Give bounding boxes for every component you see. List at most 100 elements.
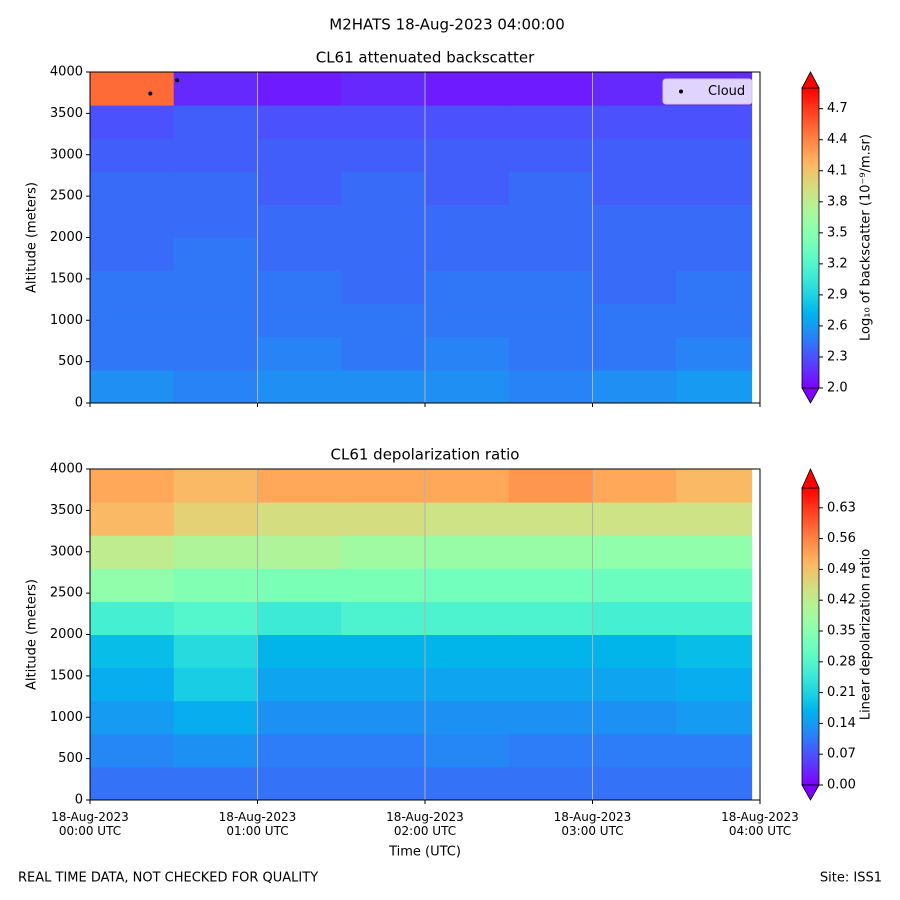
heat-cell [90,138,175,172]
heat-cell [676,237,753,272]
heat-cell [508,634,593,669]
x-axis-label: Time (UTC) [388,845,461,860]
colorbar-label: Log₁₀ of backscatter (10⁻⁹/m.sr) [859,134,874,341]
x-tick-label: 18-Aug-2023 01:00 UTC [218,810,297,838]
heat-cell [341,601,426,635]
colorbar [802,88,819,388]
legend-label: Cloud [708,84,745,99]
cloud-point [175,78,180,83]
y-tick-label: 2500 [50,586,83,601]
y-tick-label: 0 [75,793,83,808]
heat-cell [425,138,510,172]
colorbar-tick-label: 0.00 [827,778,856,793]
heat-cell [341,171,426,205]
heat-cell [508,138,593,172]
heat-cell [508,469,593,503]
heat-cell [90,270,175,305]
heat-cell [508,700,593,735]
heat-cell [592,667,677,702]
colorbar-tick-label: 0.56 [827,531,856,546]
heat-cell [592,171,677,205]
colorbar-tick-label: 4.7 [827,101,848,116]
colorbar-label: Linear depolarization ratio [859,549,874,720]
heat-cell [257,502,342,536]
heat-cell [676,535,753,569]
y-tick-label: 1000 [50,710,83,725]
heat-cell [257,766,342,801]
heat-cell [508,601,593,635]
heat-cell [425,204,510,238]
heat-cell [90,369,175,404]
y-axis-label: Altitude (meters) [25,579,40,690]
colorbar-tick-label: 0.35 [827,624,856,639]
x-tick-label: 18-Aug-2023 03:00 UTC [553,810,632,838]
heat-cell [173,568,258,602]
heat-cell [257,138,342,172]
heat-cell [592,105,677,139]
y-tick-label: 1500 [50,271,83,286]
heat-cell [592,469,677,503]
y-tick-label: 4000 [50,65,83,80]
heat-cell [676,502,753,536]
heat-cell [341,72,426,106]
heat-cell [425,535,510,569]
y-tick-label: 1500 [50,668,83,683]
heat-cell [592,204,677,238]
heat-cell [508,270,593,305]
heat-cell [90,336,175,371]
heat-cell [592,700,677,735]
heat-cell [425,502,510,536]
heat-cell [173,667,258,702]
heat-cell [341,138,426,172]
heat-cell [341,733,426,768]
heat-cell [425,766,510,801]
heat-cell [173,204,258,238]
heat-cell [257,204,342,238]
heat-cell [173,105,258,139]
colorbar-tick-label: 3.2 [827,256,848,271]
colorbar-tick-label: 3.8 [827,194,848,209]
colorbar-tick-label: 2.9 [827,287,848,302]
y-tick-label: 1000 [50,313,83,328]
colorbar-tick-label: 0.49 [827,562,856,577]
colorbar-tick-label: 0.28 [827,654,856,669]
heat-cell [592,766,677,801]
heat-cell [90,502,175,536]
panel-title: CL61 depolarization ratio [331,446,520,464]
heat-cell [676,601,753,635]
heat-cell [508,204,593,238]
x-tick-label: 18-Aug-2023 02:00 UTC [386,810,464,838]
y-tick-label: 3000 [50,147,83,162]
heat-cell [173,634,258,669]
heat-cell [425,634,510,669]
heat-cell [508,336,593,371]
colorbar-tick-label: 0.21 [827,685,856,700]
heat-cell [257,336,342,371]
colorbar-extend-top [801,468,820,489]
heat-cell [341,667,426,702]
legend-marker [679,89,683,94]
heat-cell [508,369,593,404]
heat-cell [425,105,510,139]
heat-cell [341,237,426,272]
heat-cell [173,171,258,205]
heat-cell [341,766,426,801]
heat-cell [508,733,593,768]
heat-cell [341,535,426,569]
heat-cell [508,667,593,702]
heat-cell [257,72,342,106]
heat-cell [508,535,593,569]
colorbar-frame [801,87,820,389]
heat-cell [173,502,258,536]
colorbar-tick-label: 2.0 [827,381,848,396]
heat-cell [508,171,593,205]
heat-cell [173,336,258,371]
heat-cell [508,72,593,106]
heat-cell [341,502,426,536]
heat-cell [592,535,677,569]
heat-cell [257,733,342,768]
heat-cell [90,303,175,338]
heat-cell [676,303,753,338]
heat-cell [257,237,342,272]
